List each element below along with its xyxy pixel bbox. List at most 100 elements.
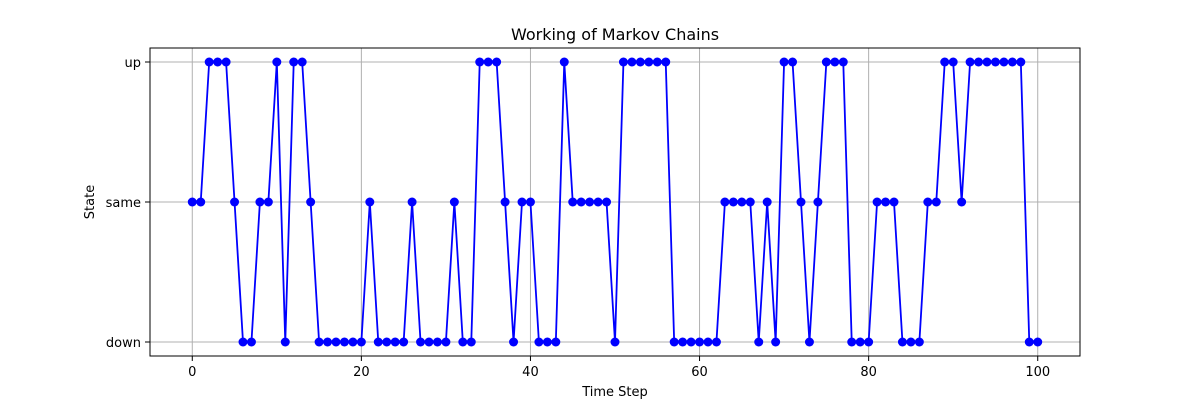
data-point bbox=[416, 337, 426, 347]
data-point bbox=[382, 337, 392, 347]
data-point bbox=[525, 197, 535, 207]
x-tick-label: 20 bbox=[353, 365, 370, 380]
data-point bbox=[804, 337, 814, 347]
data-point bbox=[272, 57, 282, 67]
data-point bbox=[610, 337, 620, 347]
y-tick-label-same: same bbox=[106, 196, 141, 211]
data-point bbox=[339, 337, 349, 347]
data-point bbox=[661, 57, 671, 67]
data-point bbox=[221, 57, 231, 67]
data-point bbox=[331, 337, 341, 347]
data-point bbox=[990, 57, 1000, 67]
data-point bbox=[255, 197, 265, 207]
data-point bbox=[720, 197, 730, 207]
data-point bbox=[821, 57, 831, 67]
data-point bbox=[585, 197, 595, 207]
data-point bbox=[1016, 57, 1026, 67]
data-point bbox=[196, 197, 206, 207]
data-point bbox=[280, 337, 290, 347]
data-point bbox=[999, 57, 1009, 67]
data-point bbox=[542, 337, 552, 347]
data-point bbox=[872, 197, 882, 207]
data-point bbox=[788, 57, 798, 67]
data-point bbox=[458, 337, 468, 347]
y-tick-label-down: down bbox=[106, 336, 141, 351]
data-point bbox=[238, 337, 248, 347]
x-axis-title: Time Step bbox=[581, 385, 648, 400]
y-axis-title: State bbox=[83, 185, 98, 219]
data-point bbox=[864, 337, 874, 347]
data-point bbox=[906, 337, 916, 347]
data-point bbox=[449, 197, 459, 207]
data-point bbox=[1033, 337, 1043, 347]
data-point bbox=[669, 337, 679, 347]
data-point bbox=[551, 337, 561, 347]
data-point bbox=[187, 197, 197, 207]
data-point bbox=[914, 337, 924, 347]
data-point bbox=[314, 337, 324, 347]
data-point bbox=[466, 337, 476, 347]
data-point bbox=[500, 197, 510, 207]
data-point bbox=[390, 337, 400, 347]
data-point bbox=[686, 337, 696, 347]
data-point bbox=[509, 337, 519, 347]
data-point bbox=[365, 197, 375, 207]
data-point bbox=[695, 337, 705, 347]
data-point bbox=[213, 57, 223, 67]
data-point bbox=[348, 337, 358, 347]
x-axis-ticks: 0 20 40 60 80 100 bbox=[188, 356, 1050, 380]
data-point bbox=[559, 57, 569, 67]
data-point bbox=[373, 337, 383, 347]
data-point bbox=[306, 197, 316, 207]
data-point bbox=[982, 57, 992, 67]
data-point bbox=[889, 197, 899, 207]
data-point bbox=[813, 197, 823, 207]
data-point bbox=[940, 57, 950, 67]
data-point bbox=[441, 337, 451, 347]
data-point bbox=[965, 57, 975, 67]
data-point bbox=[1007, 57, 1017, 67]
x-tick-label: 0 bbox=[188, 365, 196, 380]
chart-title: Working of Markov Chains bbox=[511, 25, 719, 44]
series-markers bbox=[187, 57, 1043, 347]
data-point bbox=[568, 197, 578, 207]
data-point bbox=[728, 197, 738, 207]
data-point bbox=[635, 57, 645, 67]
data-point bbox=[771, 337, 781, 347]
data-point bbox=[847, 337, 857, 347]
data-point bbox=[796, 197, 806, 207]
data-point bbox=[974, 57, 984, 67]
data-point bbox=[534, 337, 544, 347]
x-tick-label: 100 bbox=[1025, 365, 1050, 380]
data-point bbox=[263, 197, 273, 207]
data-point bbox=[745, 197, 755, 207]
data-point bbox=[652, 57, 662, 67]
data-point bbox=[897, 337, 907, 347]
data-point bbox=[703, 337, 713, 347]
data-point bbox=[230, 197, 240, 207]
data-point bbox=[576, 197, 586, 207]
data-point bbox=[737, 197, 747, 207]
data-point bbox=[289, 57, 299, 67]
data-point bbox=[204, 57, 214, 67]
data-point bbox=[644, 57, 654, 67]
data-point bbox=[593, 197, 603, 207]
data-point bbox=[923, 197, 933, 207]
data-point bbox=[754, 337, 764, 347]
data-point bbox=[407, 197, 417, 207]
data-point bbox=[779, 57, 789, 67]
data-point bbox=[432, 337, 442, 347]
data-point bbox=[627, 57, 637, 67]
data-point bbox=[492, 57, 502, 67]
y-tick-label-up: up bbox=[125, 56, 142, 71]
data-point bbox=[762, 197, 772, 207]
data-point bbox=[830, 57, 840, 67]
data-point bbox=[246, 337, 256, 347]
data-point bbox=[517, 197, 527, 207]
data-point bbox=[399, 337, 409, 347]
data-point bbox=[711, 337, 721, 347]
data-point bbox=[618, 57, 628, 67]
data-point bbox=[1024, 337, 1034, 347]
data-point bbox=[957, 197, 967, 207]
